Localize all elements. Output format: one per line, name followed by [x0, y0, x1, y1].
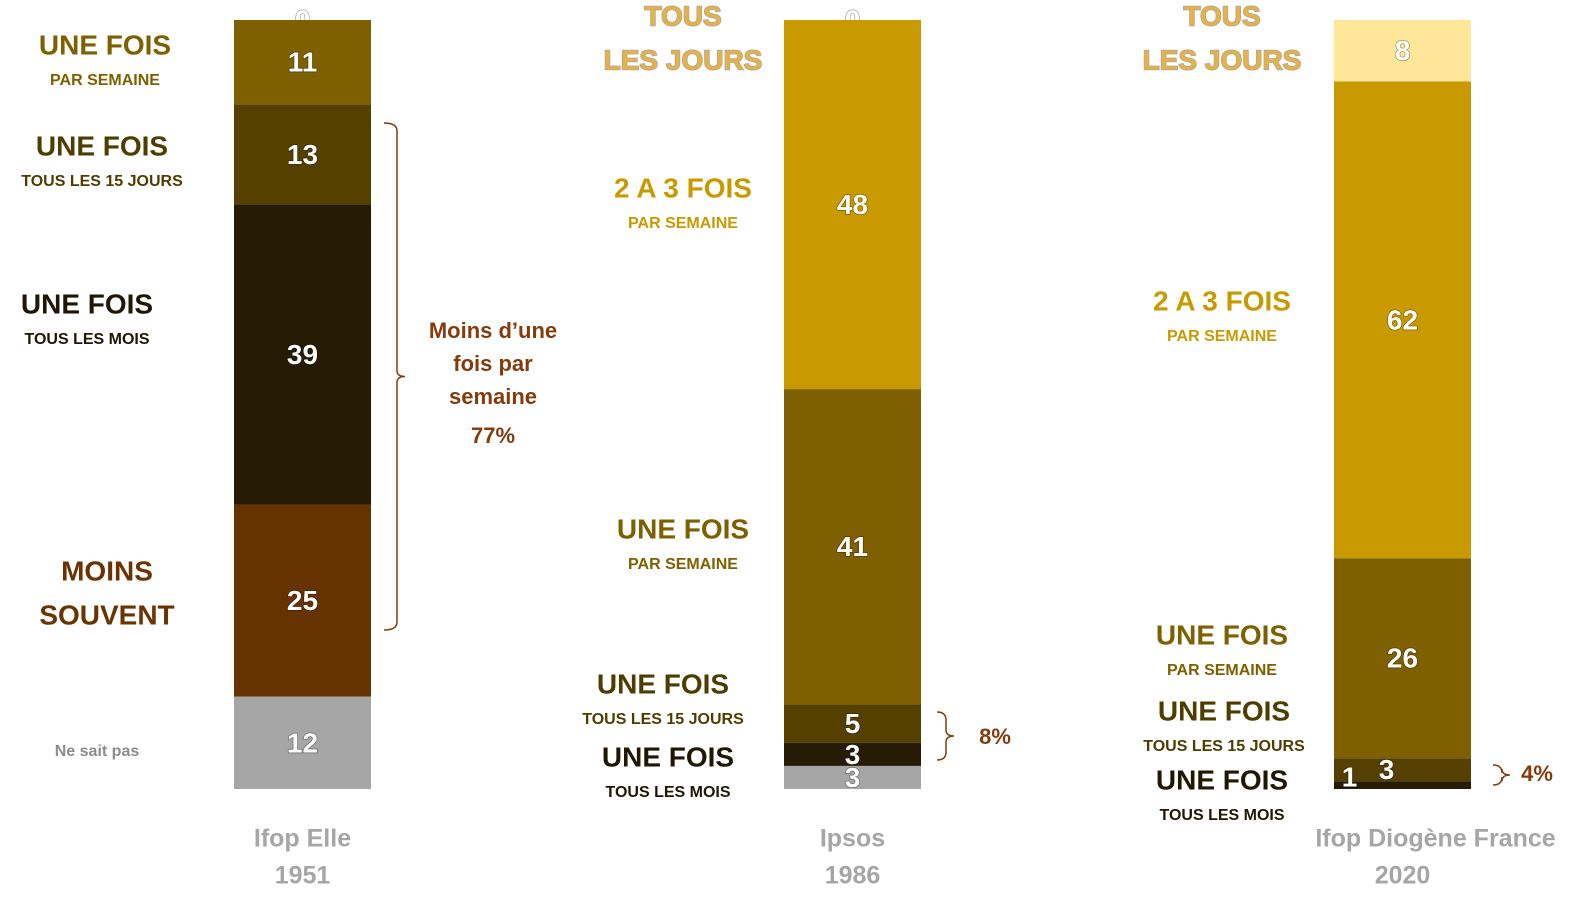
- series-detail: LES JOURS: [1143, 44, 1302, 75]
- series-detail: TOUS LES 15 JOURS: [582, 711, 744, 728]
- value-label: 8: [1395, 35, 1411, 66]
- series-label: 2 A 3 FOIS: [614, 172, 752, 203]
- series-label: UNE FOIS: [1156, 619, 1288, 650]
- series-detail: PAR SEMAINE: [1167, 662, 1277, 679]
- value-label: 1: [1342, 762, 1358, 793]
- bracket-text: fois par: [453, 351, 533, 376]
- bracket-text: semaine: [449, 384, 537, 409]
- bar-segment: [1334, 20, 1471, 82]
- bar-segment: [234, 104, 371, 205]
- series-label: UNE FOIS: [21, 288, 153, 319]
- series-label: 2 A 3 FOIS: [1153, 285, 1291, 316]
- series-label: UNE FOIS: [1156, 764, 1288, 795]
- bracket-value: 8%: [979, 724, 1011, 749]
- category-label: Ipsos: [820, 825, 885, 853]
- bar-segment: [234, 504, 371, 697]
- series-detail: PAR SEMAINE: [628, 556, 738, 573]
- series-label: MOINS: [61, 555, 153, 586]
- series-label: TOUS: [644, 0, 721, 31]
- value-label: 11: [288, 47, 318, 78]
- series-detail: TOUS LES MOIS: [1159, 807, 1284, 824]
- series-detail: LES JOURS: [604, 44, 763, 75]
- value-label: 12: [287, 727, 318, 758]
- bar-segment: [234, 696, 371, 789]
- series-label: Ne sait pas: [55, 743, 140, 760]
- bar-segment: [784, 704, 921, 743]
- value-label: 25: [287, 585, 318, 616]
- series-detail: SOUVENT: [39, 599, 174, 630]
- series-detail: TOUS LES MOIS: [24, 331, 149, 348]
- series-detail: TOUS LES 15 JOURS: [21, 173, 183, 190]
- year-label: 1951: [275, 862, 331, 890]
- bar-segment: [784, 765, 921, 789]
- value-label: 26: [1387, 643, 1418, 674]
- series-label: UNE FOIS: [597, 668, 729, 699]
- category-label: Ifop Elle: [254, 825, 351, 853]
- series-label: UNE FOIS: [1158, 695, 1290, 726]
- category-label: Ifop Diogène France: [1315, 825, 1555, 853]
- year-label: 1986: [825, 862, 881, 890]
- value-label: 48: [837, 189, 868, 220]
- series-detail: TOUS LES MOIS: [605, 784, 730, 801]
- bar-segment: [234, 204, 371, 505]
- value-label: 13: [287, 139, 318, 170]
- series-detail: TOUS LES 15 JOURS: [1143, 738, 1305, 755]
- bar-segment: [1334, 558, 1471, 759]
- series-label: UNE FOIS: [617, 513, 749, 544]
- value-label: 3: [845, 739, 861, 770]
- value-label: 62: [1387, 304, 1418, 335]
- bar-segment: [1334, 81, 1471, 559]
- bar-segment: [784, 20, 921, 390]
- bar-segment: [234, 20, 371, 105]
- bracket-value: 77%: [471, 423, 515, 448]
- bracket: [1492, 764, 1511, 786]
- bar-segment: [1334, 781, 1471, 789]
- bar-segment: [1334, 758, 1471, 782]
- series-detail: PAR SEMAINE: [628, 215, 738, 232]
- value-label: 5: [845, 708, 861, 739]
- value-label: 41: [837, 531, 868, 562]
- series-label: UNE FOIS: [39, 29, 171, 60]
- series-detail: PAR SEMAINE: [1167, 328, 1277, 345]
- series-label: TOUS: [1183, 0, 1260, 31]
- bracket: [936, 711, 955, 761]
- series-label: UNE FOIS: [36, 130, 168, 161]
- series-label: UNE FOIS: [602, 741, 734, 772]
- value-label: 3: [845, 762, 861, 793]
- value-label: 3: [1379, 754, 1395, 785]
- value-label: 39: [287, 339, 318, 370]
- year-label: 2020: [1375, 862, 1431, 890]
- series-detail: PAR SEMAINE: [50, 72, 160, 89]
- bracket-text: Moins d’une: [429, 318, 557, 343]
- bar-segment: [784, 389, 921, 705]
- bar-segment: [784, 742, 921, 766]
- bracket-value: 4%: [1521, 761, 1553, 786]
- bracket: [383, 122, 406, 631]
